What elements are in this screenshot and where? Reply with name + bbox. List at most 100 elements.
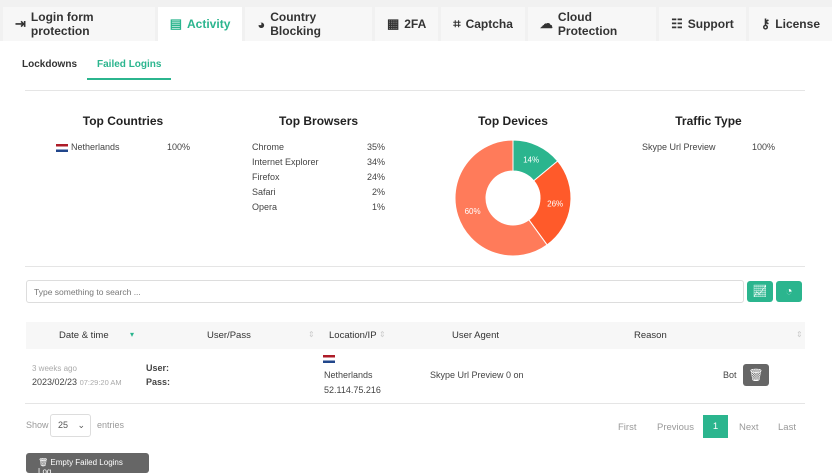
document-icon: ▤ xyxy=(169,16,183,31)
tab-captcha[interactable]: ⌗ Captcha xyxy=(441,7,525,41)
top-browsers: Top Browsers Chrome 35% Internet Explorer… xyxy=(252,114,385,215)
key-icon: ⚷ xyxy=(760,16,771,31)
pie-chart-icon: ◔ xyxy=(785,284,793,298)
relative-time: 3 weeks ago xyxy=(32,364,77,373)
globe-icon: ◕ xyxy=(257,16,266,32)
col-reason: Reason xyxy=(634,330,667,341)
netherlands-flag-icon xyxy=(323,355,335,363)
devices-donut-chart: 14% 26% 60% xyxy=(454,139,572,257)
value: 24% xyxy=(366,172,385,182)
label: Skype Url Preview xyxy=(642,142,716,152)
user-agent: Skype Url Preview 0 on xyxy=(430,370,524,380)
tab-label: Activity xyxy=(187,17,231,31)
tab-country-blocking[interactable]: ◕ Country Blocking xyxy=(245,7,372,41)
country-name: Netherlands xyxy=(71,142,120,152)
section-title: Top Browsers xyxy=(278,114,359,128)
date-value: 2023/02/23 xyxy=(32,377,78,387)
entries-value: 25 xyxy=(58,420,69,430)
empty-failed-logins-button[interactable]: 🗑︎ Empty Failed Logins Log xyxy=(26,453,149,476)
tab-cloud-protection[interactable]: ☁ Cloud Protection xyxy=(527,7,657,41)
label: Chrome xyxy=(252,142,285,152)
keypad-icon: ▦ xyxy=(386,16,400,31)
pie-chart-button[interactable]: ◔ xyxy=(776,281,802,302)
trash-icon: 🗑︎ xyxy=(38,458,51,467)
list-item: Chrome 35% xyxy=(252,140,385,155)
time-value: 07:29:20 AM xyxy=(79,378,122,387)
slice-label: 14% xyxy=(523,156,539,165)
col-location-ip[interactable]: Location/IP xyxy=(329,330,377,341)
list-item: Firefox 24% xyxy=(252,170,385,185)
list-item: Opera 1% xyxy=(252,200,385,215)
subtab-lockdowns[interactable]: Lockdowns xyxy=(22,59,78,70)
sort-desc-icon: ▾ xyxy=(130,330,135,339)
list-item: Internet Explorer 34% xyxy=(252,155,385,170)
tab-label: Captcha xyxy=(465,17,513,31)
captcha-icon: ⌗ xyxy=(453,16,461,31)
section-title: Top Countries xyxy=(82,114,164,128)
subtabs: Lockdowns Failed Logins xyxy=(12,55,172,80)
page-first[interactable]: First xyxy=(618,422,637,433)
entries-select[interactable]: 25 ⌄ xyxy=(50,414,91,437)
pass-label: Pass: xyxy=(146,377,171,387)
line-chart-icon: 📈︎ xyxy=(752,284,768,298)
section-title: Traffic Type xyxy=(675,114,742,128)
label: Opera xyxy=(252,202,278,212)
col-user-pass[interactable]: User/Pass xyxy=(207,330,251,341)
user-label: User: xyxy=(146,363,170,373)
subtab-failed-logins[interactable]: Failed Logins xyxy=(87,55,172,80)
tab-login-form-protection[interactable]: ⇥ Login form protection xyxy=(3,7,155,41)
value: 34% xyxy=(366,157,385,167)
cloud-icon: ☁ xyxy=(539,16,553,31)
trash-icon: 🗑︎ xyxy=(748,368,764,382)
label: Internet Explorer xyxy=(252,157,319,167)
sort-icon: ⇕ xyxy=(379,330,386,339)
date: 2023/02/23 07:29:20 AM xyxy=(32,377,122,387)
slice-label: 60% xyxy=(465,207,481,216)
country: Netherlands xyxy=(324,370,373,380)
tab-label: License xyxy=(775,17,820,31)
divider xyxy=(25,266,805,267)
list-item: Netherlands 100% xyxy=(56,140,190,155)
divider xyxy=(25,403,805,404)
tab-license[interactable]: ⚷ License xyxy=(748,7,832,41)
tab-label: Support xyxy=(687,17,734,31)
ip-address: 52.114.75.216 xyxy=(324,385,381,395)
donut-slice xyxy=(454,139,548,257)
page-1[interactable]: 1 xyxy=(703,415,728,438)
show-label: Show xyxy=(26,420,49,430)
col-date-time[interactable]: Date & time xyxy=(59,330,109,341)
tab-activity[interactable]: ▤ Activity xyxy=(157,7,243,41)
list-item: Safari 2% xyxy=(252,185,385,200)
label: Firefox xyxy=(252,172,280,182)
tab-label: Country Blocking xyxy=(270,10,321,38)
top-countries: Top Countries Netherlands 100% xyxy=(56,114,190,155)
section-title: Top Devices xyxy=(478,114,548,128)
sitemap-icon: ☷ xyxy=(671,16,683,31)
divider xyxy=(25,90,805,91)
value: 100% xyxy=(751,142,775,152)
button-label: Empty Failed Logins Log xyxy=(38,458,123,476)
line-chart-button[interactable]: 📈︎ xyxy=(747,281,773,302)
page-previous[interactable]: Previous xyxy=(657,422,694,433)
main-tabs: ⇥ Login form protection ▤ Activity ◕ Countr… xyxy=(0,0,832,41)
sort-icon: ⇕ xyxy=(308,330,315,339)
label: Safari xyxy=(252,187,276,197)
slice-label: 26% xyxy=(547,199,563,208)
page-next[interactable]: Next xyxy=(739,422,759,433)
delete-button[interactable]: 🗑︎ xyxy=(743,364,769,386)
page-last[interactable]: Last xyxy=(778,422,796,433)
list-item: Skype Url Preview 100% xyxy=(642,140,775,155)
tab-support[interactable]: ☷ Support xyxy=(659,7,746,41)
tab-2fa[interactable]: ▦ 2FA xyxy=(374,7,439,41)
sort-icon: ⇕ xyxy=(796,330,803,339)
value: 2% xyxy=(371,187,385,197)
table-header: Date & time ▾ User/Pass ⇕ Location/IP ⇕ … xyxy=(26,322,805,349)
top-devices: Top Devices xyxy=(453,114,573,140)
netherlands-flag-icon xyxy=(56,143,68,152)
value: 35% xyxy=(366,142,385,152)
traffic-type: Traffic Type Skype Url Preview 100% xyxy=(642,114,775,155)
search-input[interactable]: Type something to search ... xyxy=(26,280,744,303)
tab-label: Login form protection xyxy=(30,10,94,38)
col-user-agent: User Agent xyxy=(452,330,499,341)
value: 100% xyxy=(166,142,190,152)
